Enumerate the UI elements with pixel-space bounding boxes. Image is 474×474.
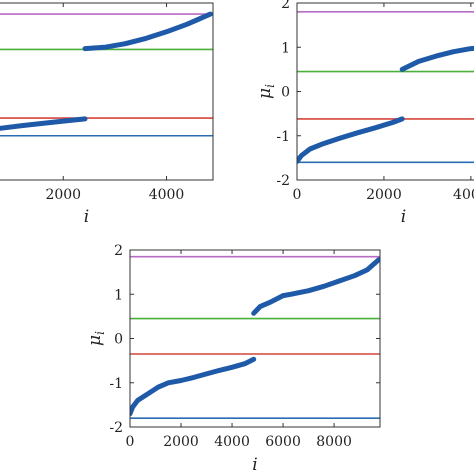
data-series-0	[130, 356, 257, 417]
x-tick-label: 0	[126, 434, 135, 450]
y-tick-label: -1	[276, 129, 290, 145]
x-tick-label: 8000	[316, 434, 352, 450]
x-tick-label: 2000	[163, 434, 199, 450]
chart-panel-top-left: 2000 4000 i	[0, 2, 214, 227]
chart-panel-top-right: 0 2000 4000 -2 -1 0 1 2 i μi	[255, 0, 474, 227]
plot-area	[130, 255, 380, 419]
y-axis-label: μi	[255, 84, 277, 99]
y-axis-label: μi	[85, 331, 107, 346]
data-series-1	[251, 257, 380, 316]
y-tick-label: 1	[114, 287, 123, 303]
data-series-0	[297, 116, 405, 164]
x-tick-label: 4000	[453, 187, 474, 203]
axes-frame	[296, 2, 474, 181]
data-series-1	[399, 45, 474, 72]
y-tick-label: -1	[109, 376, 123, 392]
y-tick-label: 1	[281, 40, 290, 56]
x-tick-label: 2000	[366, 187, 402, 203]
x-axis-label: i	[252, 455, 257, 474]
y-tick-label: 0	[281, 85, 290, 101]
x-axis-label: i	[401, 207, 406, 227]
y-tick-label: -2	[276, 173, 290, 189]
y-tick-label: 2	[114, 243, 123, 259]
x-tick-label: 6000	[265, 434, 301, 450]
y-tick-label: 0	[114, 332, 123, 348]
y-tick-label: -2	[109, 420, 123, 436]
axes-frame	[0, 2, 214, 181]
x-axis-label: i	[84, 207, 89, 227]
plot-area	[0, 11, 213, 137]
x-tick-label: 4000	[214, 434, 250, 450]
x-tick-label: 4000	[149, 187, 185, 203]
chart-panel-bottom: 0 2000 4000 6000 8000 -2 -1 0 1 2 i μi	[85, 243, 381, 474]
data-series-1	[82, 11, 213, 52]
x-tick-label: 0	[293, 187, 302, 203]
y-tick-label: 2	[281, 0, 290, 12]
data-series-0	[0, 116, 88, 131]
plot-area	[297, 11, 474, 164]
x-tick-label: 2000	[45, 187, 81, 203]
axes-frame	[129, 249, 381, 428]
